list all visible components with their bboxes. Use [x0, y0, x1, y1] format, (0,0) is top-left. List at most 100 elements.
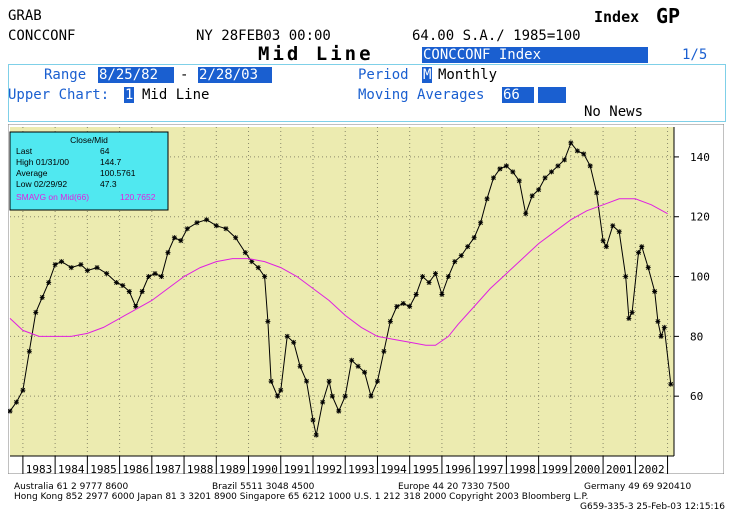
security-field[interactable]: CONCCONF Index	[422, 47, 648, 63]
period-name: Monthly	[438, 67, 498, 83]
price-point	[171, 235, 177, 241]
price-point	[387, 318, 393, 324]
price-point	[59, 259, 65, 265]
x-tick-label: 1993	[348, 463, 375, 474]
price-point	[46, 280, 52, 286]
price-point	[349, 357, 355, 363]
price-point	[471, 235, 477, 241]
price-point	[78, 262, 84, 268]
price-point	[304, 378, 310, 384]
price-point	[139, 289, 145, 294]
chart-area: 60 80 100 120 140 1983 1984 1985 1986 1987 1988 198…	[7, 123, 725, 476]
price-point	[120, 283, 126, 289]
price-point	[661, 324, 667, 330]
price-point	[523, 211, 529, 217]
y-tick-label: 100	[690, 271, 710, 284]
price-point	[249, 259, 255, 265]
x-tick-label: 1987	[155, 463, 182, 474]
price-point	[516, 178, 522, 184]
price-point	[542, 175, 548, 181]
x-tick-label: 1992	[316, 463, 343, 474]
range-start-field[interactable]: 8/25/82	[98, 67, 174, 83]
ticker-label: CONCCONF	[8, 28, 76, 44]
price-point	[452, 259, 458, 265]
price-point	[407, 303, 413, 309]
moving-averages-label: Moving Averages	[358, 87, 485, 103]
price-point	[262, 274, 268, 280]
price-point	[400, 300, 406, 306]
price-point	[336, 408, 342, 414]
price-point	[342, 393, 348, 399]
price-point	[255, 265, 261, 271]
x-tick-label: 1989	[219, 463, 246, 474]
page-indicator: 1/5	[682, 47, 708, 63]
index-label: Index	[594, 8, 640, 26]
price-point	[574, 148, 580, 154]
price-point	[639, 244, 645, 250]
price-point	[568, 140, 574, 146]
period-field[interactable]: M	[422, 67, 433, 83]
price-point	[146, 274, 152, 280]
moving-average-field-2[interactable]	[538, 87, 566, 103]
legend-background	[9, 131, 169, 211]
price-point	[213, 223, 219, 229]
price-point	[478, 220, 484, 226]
footer-contact-brazil: Brazil 5511 3048 4500	[212, 482, 315, 492]
price-point	[561, 157, 567, 163]
price-chart: 60 80 100 120 140 1983 1984 1985 1986 1987 1988 198…	[7, 123, 725, 476]
upper-chart-field[interactable]: 1	[124, 87, 135, 103]
price-point	[610, 223, 616, 229]
price-point	[297, 363, 303, 369]
price-point	[284, 333, 290, 339]
footer-contact-europe: Europe 44 20 7330 7500	[398, 482, 510, 492]
price-point	[497, 166, 503, 172]
x-tick-label: 1995	[413, 463, 440, 474]
legend-ma-label: SMAVG on Mid(66)	[16, 192, 89, 202]
control-panel	[8, 64, 726, 122]
x-tick-label: 1999	[541, 463, 568, 474]
price-point	[52, 262, 58, 268]
x-tick-label: 1997	[477, 463, 504, 474]
function-code[interactable]: GP	[656, 4, 681, 28]
x-tick-label: 1984	[58, 463, 85, 474]
price-point	[291, 339, 297, 345]
price-point	[594, 190, 600, 196]
price-point	[536, 187, 542, 193]
price-point	[194, 220, 200, 226]
range-end-field[interactable]: 2/28/03	[198, 67, 272, 83]
price-point	[165, 250, 171, 256]
legend-row-label: High 01/31/00	[16, 157, 69, 167]
price-point	[581, 151, 587, 157]
price-point	[278, 387, 284, 393]
price-point	[233, 235, 239, 241]
price-point	[629, 309, 635, 315]
price-point	[655, 318, 661, 324]
price-point	[104, 271, 110, 277]
price-point	[158, 274, 164, 280]
legend-row-value: 64	[100, 146, 110, 156]
moving-average-field[interactable]: 66	[502, 87, 534, 103]
legend-row-label: Last	[16, 146, 33, 156]
y-tick-label: 60	[690, 390, 703, 403]
price-point	[126, 289, 132, 294]
price-point	[458, 253, 464, 259]
upper-chart-name: Mid Line	[142, 87, 210, 103]
price-point	[555, 163, 561, 169]
period-label: Period	[358, 67, 409, 83]
price-info: 64.00 S.A./ 1985=100	[412, 28, 581, 44]
price-point	[645, 265, 651, 271]
price-point	[310, 417, 316, 423]
price-point	[268, 378, 274, 384]
price-point	[13, 399, 19, 405]
price-point	[587, 163, 593, 169]
price-point	[394, 303, 400, 309]
price-point	[600, 238, 606, 244]
legend-row-value: 144.7	[100, 157, 122, 167]
x-tick-label: 1991	[284, 463, 311, 474]
price-point	[7, 408, 13, 414]
x-tick-label: 1994	[380, 463, 407, 474]
range-label: Range	[44, 67, 87, 83]
price-point	[529, 193, 535, 199]
price-point	[313, 432, 319, 438]
news-status: No News	[584, 104, 644, 120]
